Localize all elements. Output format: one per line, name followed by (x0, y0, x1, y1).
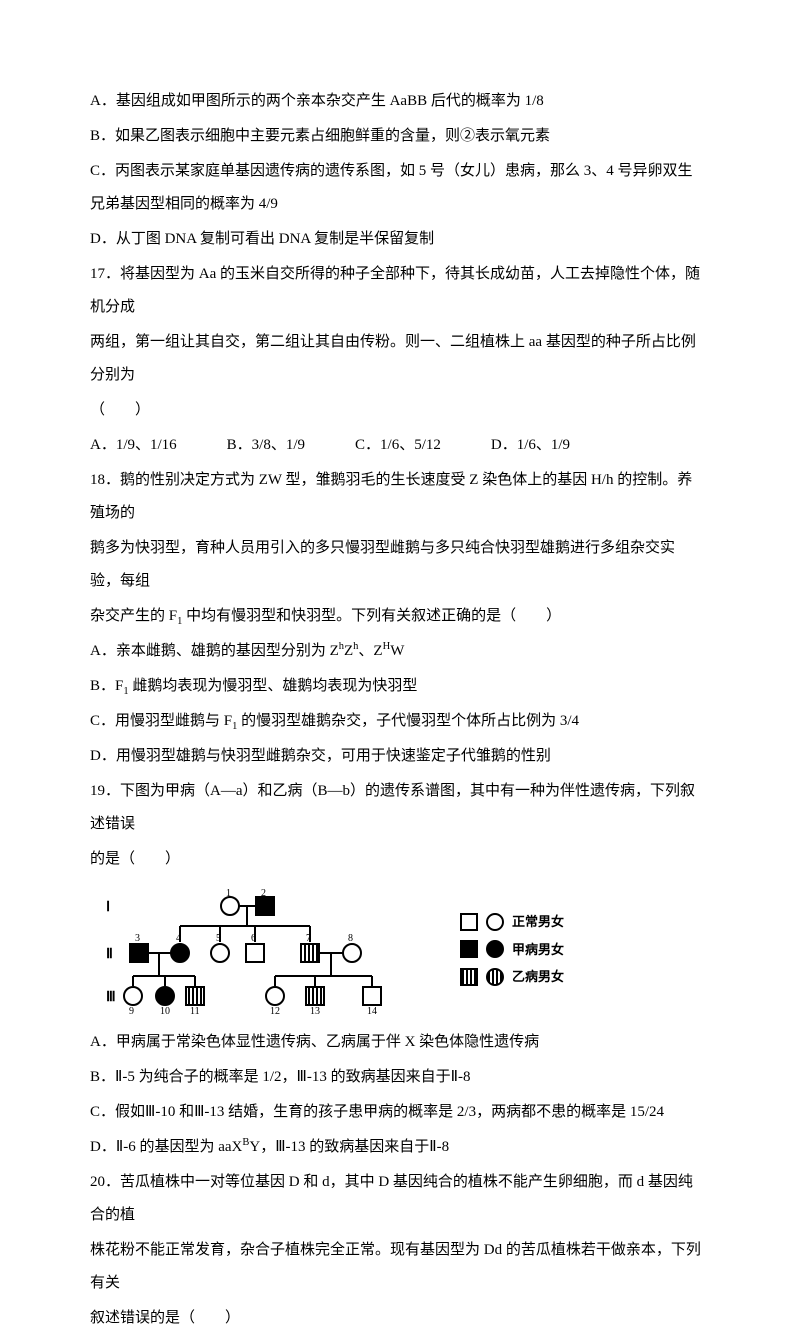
q18-opt-b: B．F1 雌鹅均表现为慢羽型、雄鹅均表现为快羽型 (90, 670, 704, 703)
q19-opt-d: D．Ⅱ-6 的基因型为 aaXBY，Ⅲ-13 的致病基因来自于Ⅱ-8 (90, 1131, 704, 1164)
pedigree-figure: Ⅰ Ⅱ Ⅲ 1 2 3 4 5 6 (100, 886, 704, 1016)
legend-a-female-icon (486, 940, 504, 958)
svg-text:13: 13 (310, 1006, 320, 1016)
svg-text:3: 3 (135, 933, 140, 944)
svg-text:10: 10 (160, 1006, 170, 1016)
q16-opt-d: D．从丁图 DNA 复制可看出 DNA 复制是半保留复制 (90, 223, 704, 256)
q16-opt-b: B．如果乙图表示细胞中主要元素占细胞鲜重的含量，则②表示氧元素 (90, 120, 704, 153)
legend-a-label: 甲病男女 (512, 938, 564, 961)
q20-stem-1: 20．苦瓜植株中一对等位基因 D 和 d，其中 D 基因纯合的植株不能产生卵细胞… (90, 1166, 704, 1232)
q19-opt-b: B．Ⅱ-5 为纯合子的概率是 1/2，Ⅲ-13 的致病基因来自于Ⅱ-8 (90, 1061, 704, 1094)
legend-normal-label: 正常男女 (512, 910, 564, 933)
svg-text:2: 2 (261, 888, 266, 899)
q17-options: A．1/9、1/16 B．3/8、1/9 C．1/6、5/12 D．1/6、1/… (90, 429, 704, 462)
legend-b-label: 乙病男女 (512, 965, 564, 988)
q17-stem-1: 17．将基因型为 Aa 的玉米自交所得的种子全部种下，待其长成幼苗，人工去掉隐性… (90, 258, 704, 324)
q18-stem-3: 杂交产生的 F1 中均有慢羽型和快羽型。下列有关叙述正确的是（ ） (90, 600, 704, 633)
svg-text:11: 11 (190, 1006, 200, 1016)
q18-stem-1: 18．鹅的性别决定方式为 ZW 型，雏鹅羽毛的生长速度受 Z 染色体上的基因 H… (90, 464, 704, 530)
svg-text:7: 7 (306, 933, 311, 944)
pedigree-legend: 正常男女 甲病男女 乙病男女 (460, 910, 564, 992)
svg-text:Ⅱ: Ⅱ (106, 947, 113, 962)
q18-opt-c: C．用慢羽型雌鹅与 F1 的慢羽型雄鹅杂交，子代慢羽型个体所占比例为 3/4 (90, 705, 704, 738)
legend-b-female-icon (486, 968, 504, 986)
svg-text:9: 9 (129, 1006, 134, 1016)
q17-opt-c: C．1/6、5/12 (355, 429, 441, 462)
svg-text:Ⅲ: Ⅲ (106, 990, 116, 1005)
legend-normal-male-icon (460, 913, 478, 931)
svg-text:4: 4 (176, 933, 181, 944)
q19-stem-1: 19．下图为甲病（A—a）和乙病（B—b）的遗传系谱图，其中有一种为伴性遗传病，… (90, 775, 704, 841)
q19-opt-c: C．假如Ⅲ-10 和Ⅲ-13 结婚，生育的孩子患甲病的概率是 2/3，两病都不患… (90, 1096, 704, 1129)
q19-stem-2: 的是（ ） (90, 843, 704, 876)
legend-b-male-icon (460, 968, 478, 986)
pedigree-svg: Ⅰ Ⅱ Ⅲ 1 2 3 4 5 6 (100, 886, 400, 1016)
svg-text:14: 14 (367, 1006, 377, 1016)
q18-stem-2: 鹅多为快羽型，育种人员用引入的多只慢羽型雌鹅与多只纯合快羽型雄鹅进行多组杂交实验… (90, 532, 704, 598)
svg-text:5: 5 (216, 933, 221, 944)
q16-opt-a: A．基因组成如甲图所示的两个亲本杂交产生 AaBB 后代的概率为 1/8 (90, 85, 704, 118)
q17-stem-3: （ ） (90, 394, 704, 427)
svg-text:6: 6 (251, 933, 256, 944)
svg-text:12: 12 (270, 1006, 280, 1016)
q17-stem-2: 两组，第一组让其自交，第二组让其自由传粉。则一、二组植株上 aa 基因型的种子所… (90, 326, 704, 392)
q16-opt-c: C．丙图表示某家庭单基因遗传病的遗传系图，如 5 号（女儿）患病，那么 3、4 … (90, 155, 704, 221)
q17-opt-b: B．3/8、1/9 (227, 429, 305, 462)
q17-opt-d: D．1/6、1/9 (491, 429, 570, 462)
q20-stem-3: 叙述错误的是（ ） (90, 1302, 704, 1335)
svg-text:1: 1 (226, 888, 231, 899)
q17-opt-a: A．1/9、1/16 (90, 429, 177, 462)
svg-text:8: 8 (348, 933, 353, 944)
q18-opt-a: A．亲本雌鹅、雄鹅的基因型分别为 ZhZh、ZHW (90, 635, 704, 668)
svg-text:Ⅰ: Ⅰ (106, 900, 110, 915)
q20-stem-2: 株花粉不能正常发育，杂合子植株完全正常。现有基因型为 Dd 的苦瓜植株若干做亲本… (90, 1234, 704, 1300)
legend-a-male-icon (460, 940, 478, 958)
legend-normal-female-icon (486, 913, 504, 931)
q18-opt-d: D．用慢羽型雄鹅与快羽型雌鹅杂交，可用于快速鉴定子代雏鹅的性别 (90, 740, 704, 773)
q19-opt-a: A．甲病属于常染色体显性遗传病、乙病属于伴 X 染色体隐性遗传病 (90, 1026, 704, 1059)
